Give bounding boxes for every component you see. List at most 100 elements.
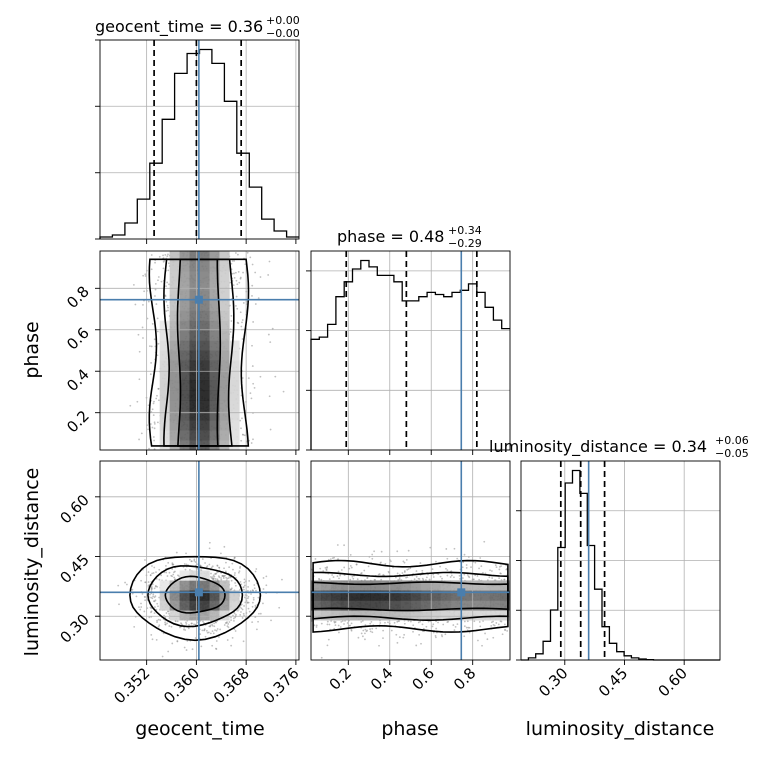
scatter-point: [210, 577, 213, 579]
hist2d-cell: [350, 610, 362, 621]
hist2d-cell: [189, 280, 200, 292]
scatter-point: [435, 560, 437, 563]
scatter-point: [265, 584, 268, 587]
scatter-point: [185, 563, 188, 566]
scatter-point: [253, 386, 256, 389]
scatter-point: [220, 578, 223, 581]
scatter-point: [465, 567, 468, 569]
scatter-point: [371, 557, 374, 560]
hist2d-cell: [179, 260, 190, 272]
scatter-point: [154, 295, 156, 297]
scatter-point: [168, 283, 170, 286]
scatter-point: [343, 566, 346, 569]
hist2d-cell: [360, 590, 371, 601]
scatter-point: [463, 625, 466, 628]
y-tick-label: 0.8: [63, 282, 93, 312]
scatter-point: [158, 596, 161, 599]
hist2d-cell: [229, 350, 240, 361]
contour-line: [147, 565, 244, 628]
scatter-point: [166, 304, 169, 307]
scatter-point: [403, 633, 406, 636]
scatter-point: [193, 623, 195, 626]
hist2d-cell: [219, 310, 230, 321]
scatter-point: [406, 568, 409, 571]
scatter-point: [349, 564, 352, 567]
hist2d-cell: [179, 390, 190, 401]
scatter-point: [154, 599, 157, 602]
scatter-point: [318, 577, 320, 580]
hist2d-cell: [320, 600, 332, 611]
title-luminosity-distance-plus: +0.06: [715, 434, 749, 447]
scatter-point: [241, 417, 243, 420]
scatter-point: [142, 274, 145, 277]
scatter-point: [470, 566, 472, 569]
scatter-point: [461, 577, 464, 579]
scatter-point: [349, 578, 352, 581]
hist2d-cell: [340, 610, 352, 621]
scatter-point: [488, 576, 491, 579]
hist2d-cell: [169, 330, 180, 341]
scatter-point: [163, 259, 166, 262]
scatter-point: [153, 600, 155, 603]
scatter-point: [254, 271, 257, 274]
scatter-point: [240, 427, 242, 430]
scatter-point: [153, 427, 156, 430]
scatter-point: [315, 624, 318, 627]
hist2d-cell: [430, 590, 441, 601]
hist2d-cell: [169, 410, 180, 421]
scatter-point: [407, 549, 410, 552]
x-tick-label: 0.368: [210, 664, 253, 707]
scatter-point: [421, 623, 424, 626]
hist2d-cell: [470, 590, 481, 601]
scatter-point: [369, 630, 372, 633]
scatter-point: [441, 577, 443, 580]
scatter-point: [333, 620, 336, 623]
scatter-point: [228, 566, 231, 569]
scatter-point: [185, 623, 188, 625]
title-geocent-time-minus: −0.00: [266, 27, 300, 40]
scatter-point: [390, 629, 393, 632]
scatter-point: [484, 572, 487, 575]
hist2d-cell: [169, 270, 180, 282]
scatter-point: [140, 579, 143, 582]
scatter-point: [431, 568, 434, 571]
scatter-point: [355, 563, 358, 566]
hist2d-cell: [229, 390, 240, 401]
y-tick-label: 0.4: [63, 365, 93, 395]
hist2d-cell: [311, 610, 322, 621]
hist2d-cell: [199, 610, 210, 621]
scatter-point: [251, 263, 254, 266]
hist2d-cell: [179, 290, 190, 302]
hist2d-cell: [440, 600, 451, 611]
scatter-point: [166, 610, 169, 613]
scatter-point: [158, 568, 161, 571]
scatter-point: [167, 269, 170, 272]
scatter-point: [230, 262, 233, 265]
scatter-point: [449, 576, 452, 578]
scatter-point: [151, 408, 154, 411]
hist2d-cell: [199, 370, 210, 381]
scatter-point: [326, 620, 329, 623]
hist2d-cell: [400, 610, 411, 621]
scatter-point: [214, 573, 216, 575]
scatter-point: [134, 303, 137, 306]
scatter-point: [398, 578, 401, 581]
hist2d-cell: [430, 610, 441, 621]
hist2d-cell: [350, 590, 362, 601]
scatter-point: [270, 619, 272, 622]
scatter-point: [489, 569, 491, 572]
hist2d-cell: [189, 290, 200, 302]
hist2d-cell: [209, 270, 220, 282]
hist2d-cell: [229, 370, 240, 381]
scatter-point: [210, 572, 212, 575]
hist2d-cell: [189, 310, 200, 321]
hist2d-cell: [480, 600, 491, 611]
scatter-point: [338, 577, 340, 580]
scatter-point: [173, 576, 176, 579]
scatter-point: [456, 557, 459, 560]
scatter-point: [152, 595, 155, 598]
scatter-point: [144, 275, 147, 277]
scatter-point: [269, 341, 272, 344]
hist2d-cell: [179, 251, 190, 262]
scatter-point: [396, 572, 399, 575]
